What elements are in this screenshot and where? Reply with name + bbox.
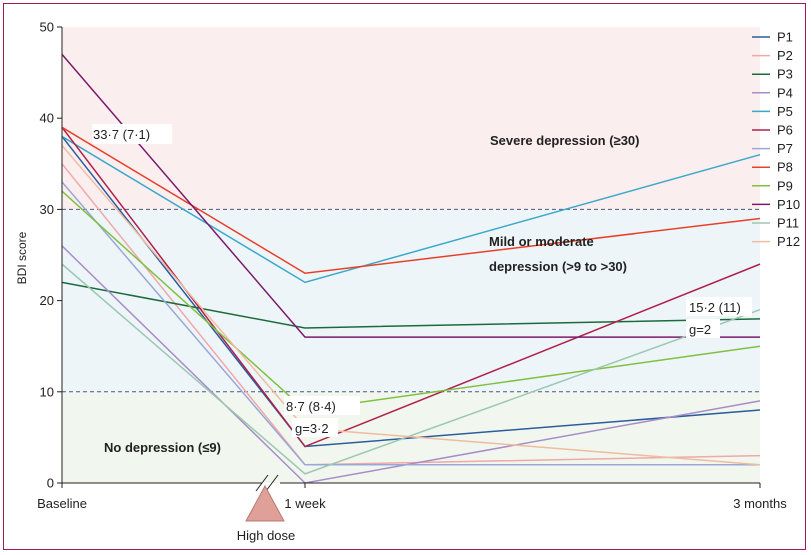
chart-frame xyxy=(3,3,806,550)
series-line-p8 xyxy=(61,126,761,275)
y-tick-label-50: 50 xyxy=(40,20,54,35)
legend-label-p11: P11 xyxy=(777,216,799,231)
x-tick-label-2: 3 months xyxy=(733,496,787,511)
series-line-p11 xyxy=(61,263,761,475)
series-line-p5 xyxy=(61,135,761,284)
high-dose-triangle xyxy=(245,484,285,522)
y-tick-label-40: 40 xyxy=(40,111,54,126)
series-line-p7 xyxy=(61,181,760,466)
y-tick-label-10: 10 xyxy=(40,384,54,399)
baseline-annotation: 33·7 (7·1) xyxy=(92,124,172,144)
zone-label-mild-2: depression (>9 to >30) xyxy=(489,259,627,274)
legend-label-p5: P5 xyxy=(777,104,793,119)
week-annotation-box xyxy=(284,396,360,415)
week-annotation: 8·7 (8·4) g=3·2 xyxy=(284,396,360,437)
legend-label-p10: P10 xyxy=(777,197,800,212)
x-tick-label-1: 1 week xyxy=(284,496,326,511)
series-line-p10 xyxy=(61,53,760,338)
legend-label-p4: P4 xyxy=(777,85,793,100)
legend-label-p1: P1 xyxy=(777,30,793,45)
y-tick-label-0: 0 xyxy=(47,476,54,491)
zone-label-mild: Mild or moderate xyxy=(489,234,594,249)
axes: 0 10 20 30 40 50 Baseline 1 week 3 months High do… xyxy=(37,20,787,544)
zone-label-severe: Severe depression (≥30) xyxy=(490,133,639,148)
week-g-box xyxy=(292,418,338,437)
legend-label-p6: P6 xyxy=(777,123,793,138)
legend-label-p12: P12 xyxy=(777,234,800,249)
baseline-annotation-text: 33·7 (7·1) xyxy=(93,127,150,142)
series-line-p3 xyxy=(61,281,761,329)
months-g-box xyxy=(686,319,720,338)
legend-label-p9: P9 xyxy=(777,178,793,193)
months-g-text: g=2 xyxy=(689,322,711,337)
legend-label-p3: P3 xyxy=(777,67,793,82)
y-tick-label-30: 30 xyxy=(40,202,54,217)
week-g-text: g=3·2 xyxy=(295,421,329,436)
legend: P1 P2 P3 P4 P5 P6 P7 P8 P9 P10 P11 P12 xyxy=(752,30,800,249)
week-annotation-text: 8·7 (8·4) xyxy=(286,399,336,414)
series-line-p6 xyxy=(61,126,761,448)
legend-label-p2: P2 xyxy=(777,48,793,63)
zone-label-none: No depression (≤9) xyxy=(104,440,221,455)
high-dose-label: High dose xyxy=(237,528,296,543)
zone-band-1 xyxy=(62,209,760,392)
legend-label-p8: P8 xyxy=(777,160,793,175)
threshold-lines xyxy=(62,208,760,393)
x-tick-label-0: Baseline xyxy=(37,496,87,511)
months-annotation: 15·2 (11) g=2 xyxy=(686,297,752,338)
months-annotation-box xyxy=(686,297,752,316)
legend-label-p7: P7 xyxy=(777,141,793,156)
zone-backgrounds xyxy=(62,27,760,483)
baseline-annotation-box xyxy=(92,124,172,144)
axis-break-mark-1 xyxy=(255,474,269,492)
axis-break-mark-2 xyxy=(265,474,279,492)
y-tick-label-20: 20 xyxy=(40,293,54,308)
y-axis-label: BDI score xyxy=(15,231,29,284)
months-annotation-text: 15·2 (11) xyxy=(689,300,741,315)
zone-band-0 xyxy=(62,27,760,210)
